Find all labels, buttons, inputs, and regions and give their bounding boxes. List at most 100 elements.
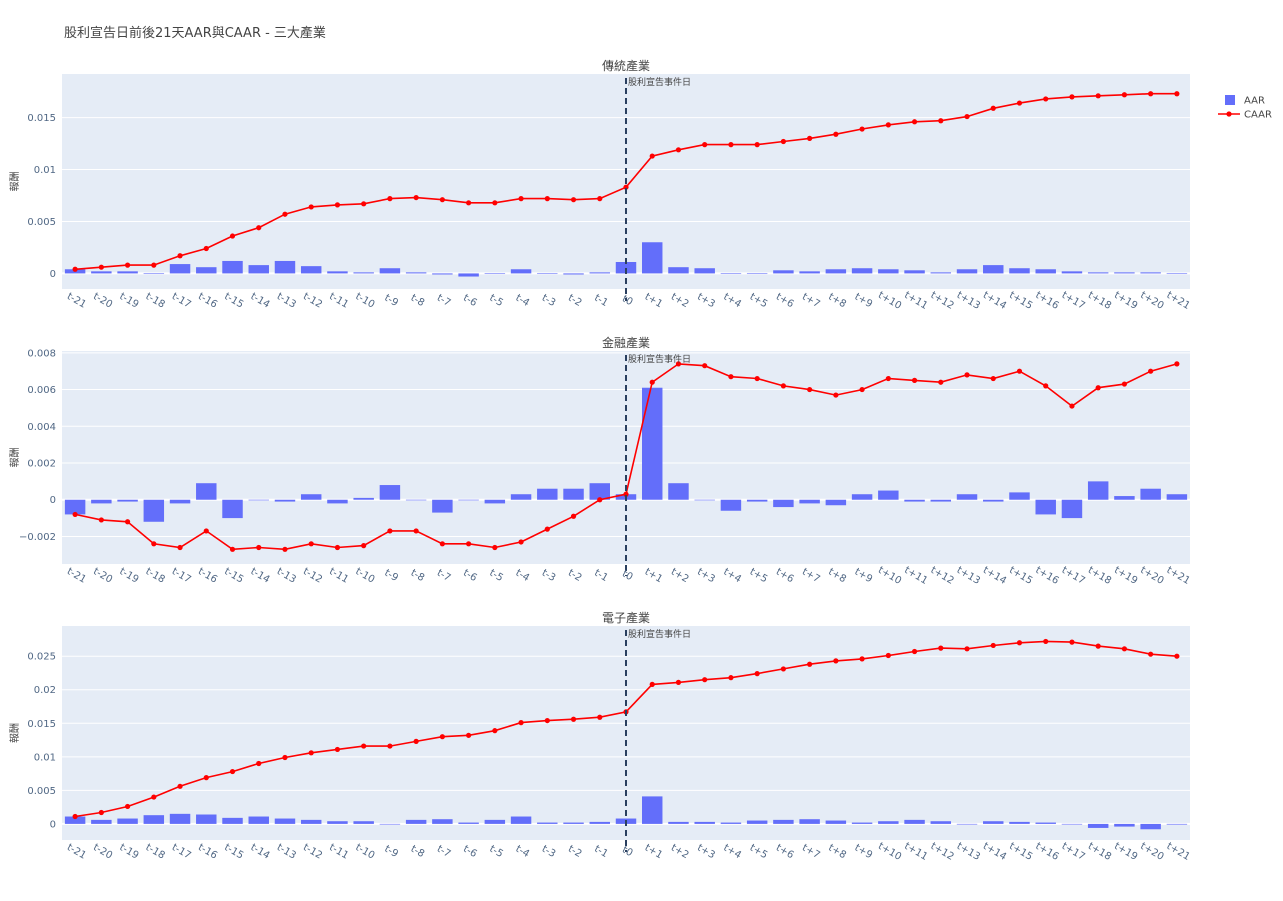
caar-point[interactable] bbox=[256, 225, 262, 231]
caar-point[interactable] bbox=[151, 262, 157, 268]
aar-bar[interactable] bbox=[642, 387, 663, 500]
aar-bar[interactable] bbox=[484, 499, 506, 504]
aar-bar[interactable] bbox=[327, 499, 348, 504]
aar-bar[interactable] bbox=[1009, 821, 1030, 824]
caar-point[interactable] bbox=[518, 539, 524, 545]
aar-bar[interactable] bbox=[1166, 823, 1188, 825]
aar-bar[interactable] bbox=[222, 260, 243, 274]
aar-bar[interactable] bbox=[117, 499, 138, 502]
caar-point[interactable] bbox=[492, 200, 498, 206]
aar-bar[interactable] bbox=[327, 271, 348, 274]
aar-bar[interactable] bbox=[1009, 492, 1030, 500]
aar-bar[interactable] bbox=[143, 273, 165, 275]
aar-bar[interactable] bbox=[91, 499, 112, 504]
caar-point[interactable] bbox=[229, 768, 236, 775]
aar-bar[interactable] bbox=[117, 818, 138, 824]
caar-point[interactable] bbox=[754, 671, 760, 677]
caar-point[interactable] bbox=[1043, 96, 1049, 102]
caar-point[interactable] bbox=[466, 541, 472, 547]
caar-point[interactable] bbox=[72, 266, 78, 272]
caar-point[interactable] bbox=[649, 153, 655, 159]
aar-bar[interactable] bbox=[694, 499, 715, 501]
aar-bar[interactable] bbox=[720, 273, 742, 275]
aar-bar[interactable] bbox=[143, 499, 165, 522]
aar-bar[interactable] bbox=[1166, 494, 1188, 500]
aar-bar[interactable] bbox=[799, 819, 820, 824]
aar-bar[interactable] bbox=[799, 499, 820, 504]
caar-point[interactable] bbox=[466, 732, 472, 738]
aar-bar[interactable] bbox=[1114, 823, 1135, 827]
caar-point[interactable] bbox=[361, 743, 367, 749]
aar-bar[interactable] bbox=[904, 499, 925, 502]
aar-bar[interactable] bbox=[589, 821, 610, 824]
caar-point[interactable] bbox=[439, 197, 445, 203]
caar-point[interactable] bbox=[334, 544, 341, 551]
caar-point[interactable] bbox=[413, 194, 419, 201]
caar-point[interactable] bbox=[203, 775, 209, 781]
aar-bar[interactable] bbox=[64, 499, 86, 515]
caar-point[interactable] bbox=[911, 119, 918, 125]
caar-point[interactable] bbox=[623, 491, 629, 497]
caar-point[interactable] bbox=[308, 204, 314, 210]
caar-point[interactable] bbox=[229, 233, 236, 239]
caar-point[interactable] bbox=[72, 813, 78, 820]
aar-bar[interactable] bbox=[1140, 823, 1161, 830]
caar-point[interactable] bbox=[990, 642, 996, 649]
aar-bar[interactable] bbox=[169, 499, 191, 504]
caar-point[interactable] bbox=[807, 135, 813, 141]
aar-bar[interactable] bbox=[1166, 273, 1188, 275]
caar-point[interactable] bbox=[282, 546, 288, 552]
aar-bar[interactable] bbox=[720, 822, 742, 824]
aar-bar[interactable] bbox=[773, 819, 794, 824]
caar-point[interactable] bbox=[833, 658, 839, 664]
caar-point[interactable] bbox=[544, 526, 550, 532]
aar-bar[interactable] bbox=[169, 813, 191, 824]
caar-point[interactable] bbox=[334, 746, 341, 753]
caar-point[interactable] bbox=[282, 211, 288, 217]
aar-bar[interactable] bbox=[746, 820, 768, 824]
caar-point[interactable] bbox=[1174, 653, 1180, 659]
aar-bar[interactable] bbox=[1035, 269, 1056, 274]
caar-point[interactable] bbox=[387, 743, 393, 749]
aar-bar[interactable] bbox=[1087, 823, 1109, 828]
aar-bar[interactable] bbox=[117, 271, 138, 274]
caar-point[interactable] bbox=[885, 122, 891, 128]
aar-bar[interactable] bbox=[563, 488, 584, 500]
aar-bar[interactable] bbox=[432, 499, 453, 513]
aar-bar[interactable] bbox=[484, 819, 506, 824]
aar-bar[interactable] bbox=[379, 485, 401, 500]
caar-point[interactable] bbox=[597, 497, 603, 503]
aar-bar[interactable] bbox=[1035, 822, 1056, 824]
aar-bar[interactable] bbox=[1087, 272, 1109, 274]
caar-point[interactable] bbox=[492, 728, 498, 734]
caar-point[interactable] bbox=[702, 363, 708, 369]
aar-bar[interactable] bbox=[746, 499, 768, 502]
caar-point[interactable] bbox=[675, 361, 682, 367]
aar-bar[interactable] bbox=[983, 821, 1004, 824]
aar-bar[interactable] bbox=[1035, 499, 1056, 515]
aar-bar[interactable] bbox=[720, 499, 742, 511]
caar-point[interactable] bbox=[885, 652, 891, 659]
caar-point[interactable] bbox=[361, 201, 367, 207]
aar-bar[interactable] bbox=[248, 499, 269, 501]
caar-point[interactable] bbox=[1069, 94, 1075, 100]
caar-point[interactable] bbox=[544, 717, 550, 724]
caar-point[interactable] bbox=[597, 196, 603, 202]
legend-aar-swatch[interactable] bbox=[1225, 95, 1235, 105]
aar-bar[interactable] bbox=[799, 271, 820, 274]
aar-bar[interactable] bbox=[248, 265, 269, 274]
caar-point[interactable] bbox=[439, 541, 445, 547]
aar-bar[interactable] bbox=[300, 494, 322, 500]
aar-bar[interactable] bbox=[773, 270, 794, 274]
caar-point[interactable] bbox=[938, 118, 944, 124]
caar-point[interactable] bbox=[413, 528, 419, 534]
aar-bar[interactable] bbox=[615, 261, 637, 274]
aar-bar[interactable] bbox=[327, 821, 348, 824]
caar-point[interactable] bbox=[1016, 640, 1023, 646]
caar-point[interactable] bbox=[282, 754, 288, 761]
caar-point[interactable] bbox=[1174, 91, 1180, 97]
caar-point[interactable] bbox=[229, 546, 236, 552]
caar-point[interactable] bbox=[1095, 385, 1101, 391]
caar-point[interactable] bbox=[990, 375, 996, 382]
aar-bar[interactable] bbox=[930, 272, 952, 274]
